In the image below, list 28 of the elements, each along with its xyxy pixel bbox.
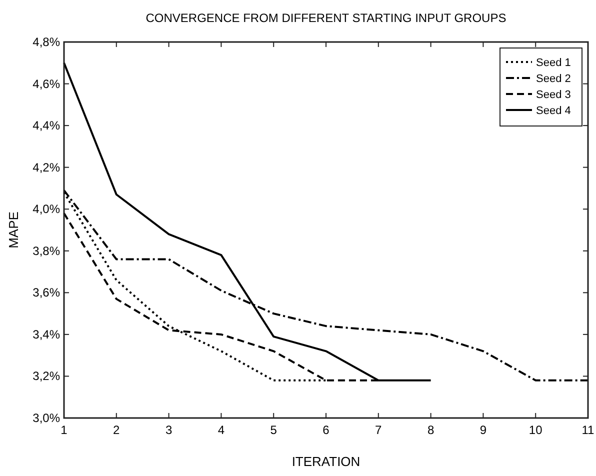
y-tick-label: 4,2%	[32, 160, 60, 174]
x-axis-title: ITERATION	[292, 454, 360, 469]
y-axis-title: MAPE	[6, 211, 21, 248]
x-tick-label: 9	[480, 423, 487, 437]
x-tick-label: 6	[322, 423, 330, 437]
x-tick-label: 11	[582, 423, 595, 437]
y-tick-label: 4,0%	[32, 202, 60, 216]
y-tick-label: 4,6%	[32, 76, 60, 91]
y-tick-label: 3,0%	[32, 411, 60, 425]
x-tick-label: 7	[375, 423, 382, 437]
legend-label: Seed 1	[536, 57, 571, 69]
x-tick-label: 4	[218, 423, 225, 437]
x-tick-label: 10	[528, 423, 543, 437]
legend-label: Seed 3	[536, 89, 571, 101]
x-tick-label: 2	[113, 423, 120, 437]
x-tick-label: 5	[270, 423, 278, 437]
legend-label: Seed 2	[536, 73, 571, 85]
x-tick-label: 3	[165, 423, 172, 437]
chart-title: CONVERGENCE FROM DIFFERENT STARTING INPUT GROUPS	[146, 11, 506, 25]
x-tick-label: 1	[60, 423, 68, 437]
y-tick-label: 3,8%	[32, 244, 60, 258]
x-tick-label: 8	[427, 423, 434, 437]
y-tick-label: 3,6%	[32, 286, 60, 300]
y-tick-label: 3,2%	[32, 369, 60, 384]
y-tick-label: 3,4%	[32, 327, 60, 342]
legend-label: Seed 4	[536, 105, 571, 117]
y-tick-label: 4,8%	[32, 35, 60, 49]
y-tick-label: 4,4%	[32, 118, 60, 133]
